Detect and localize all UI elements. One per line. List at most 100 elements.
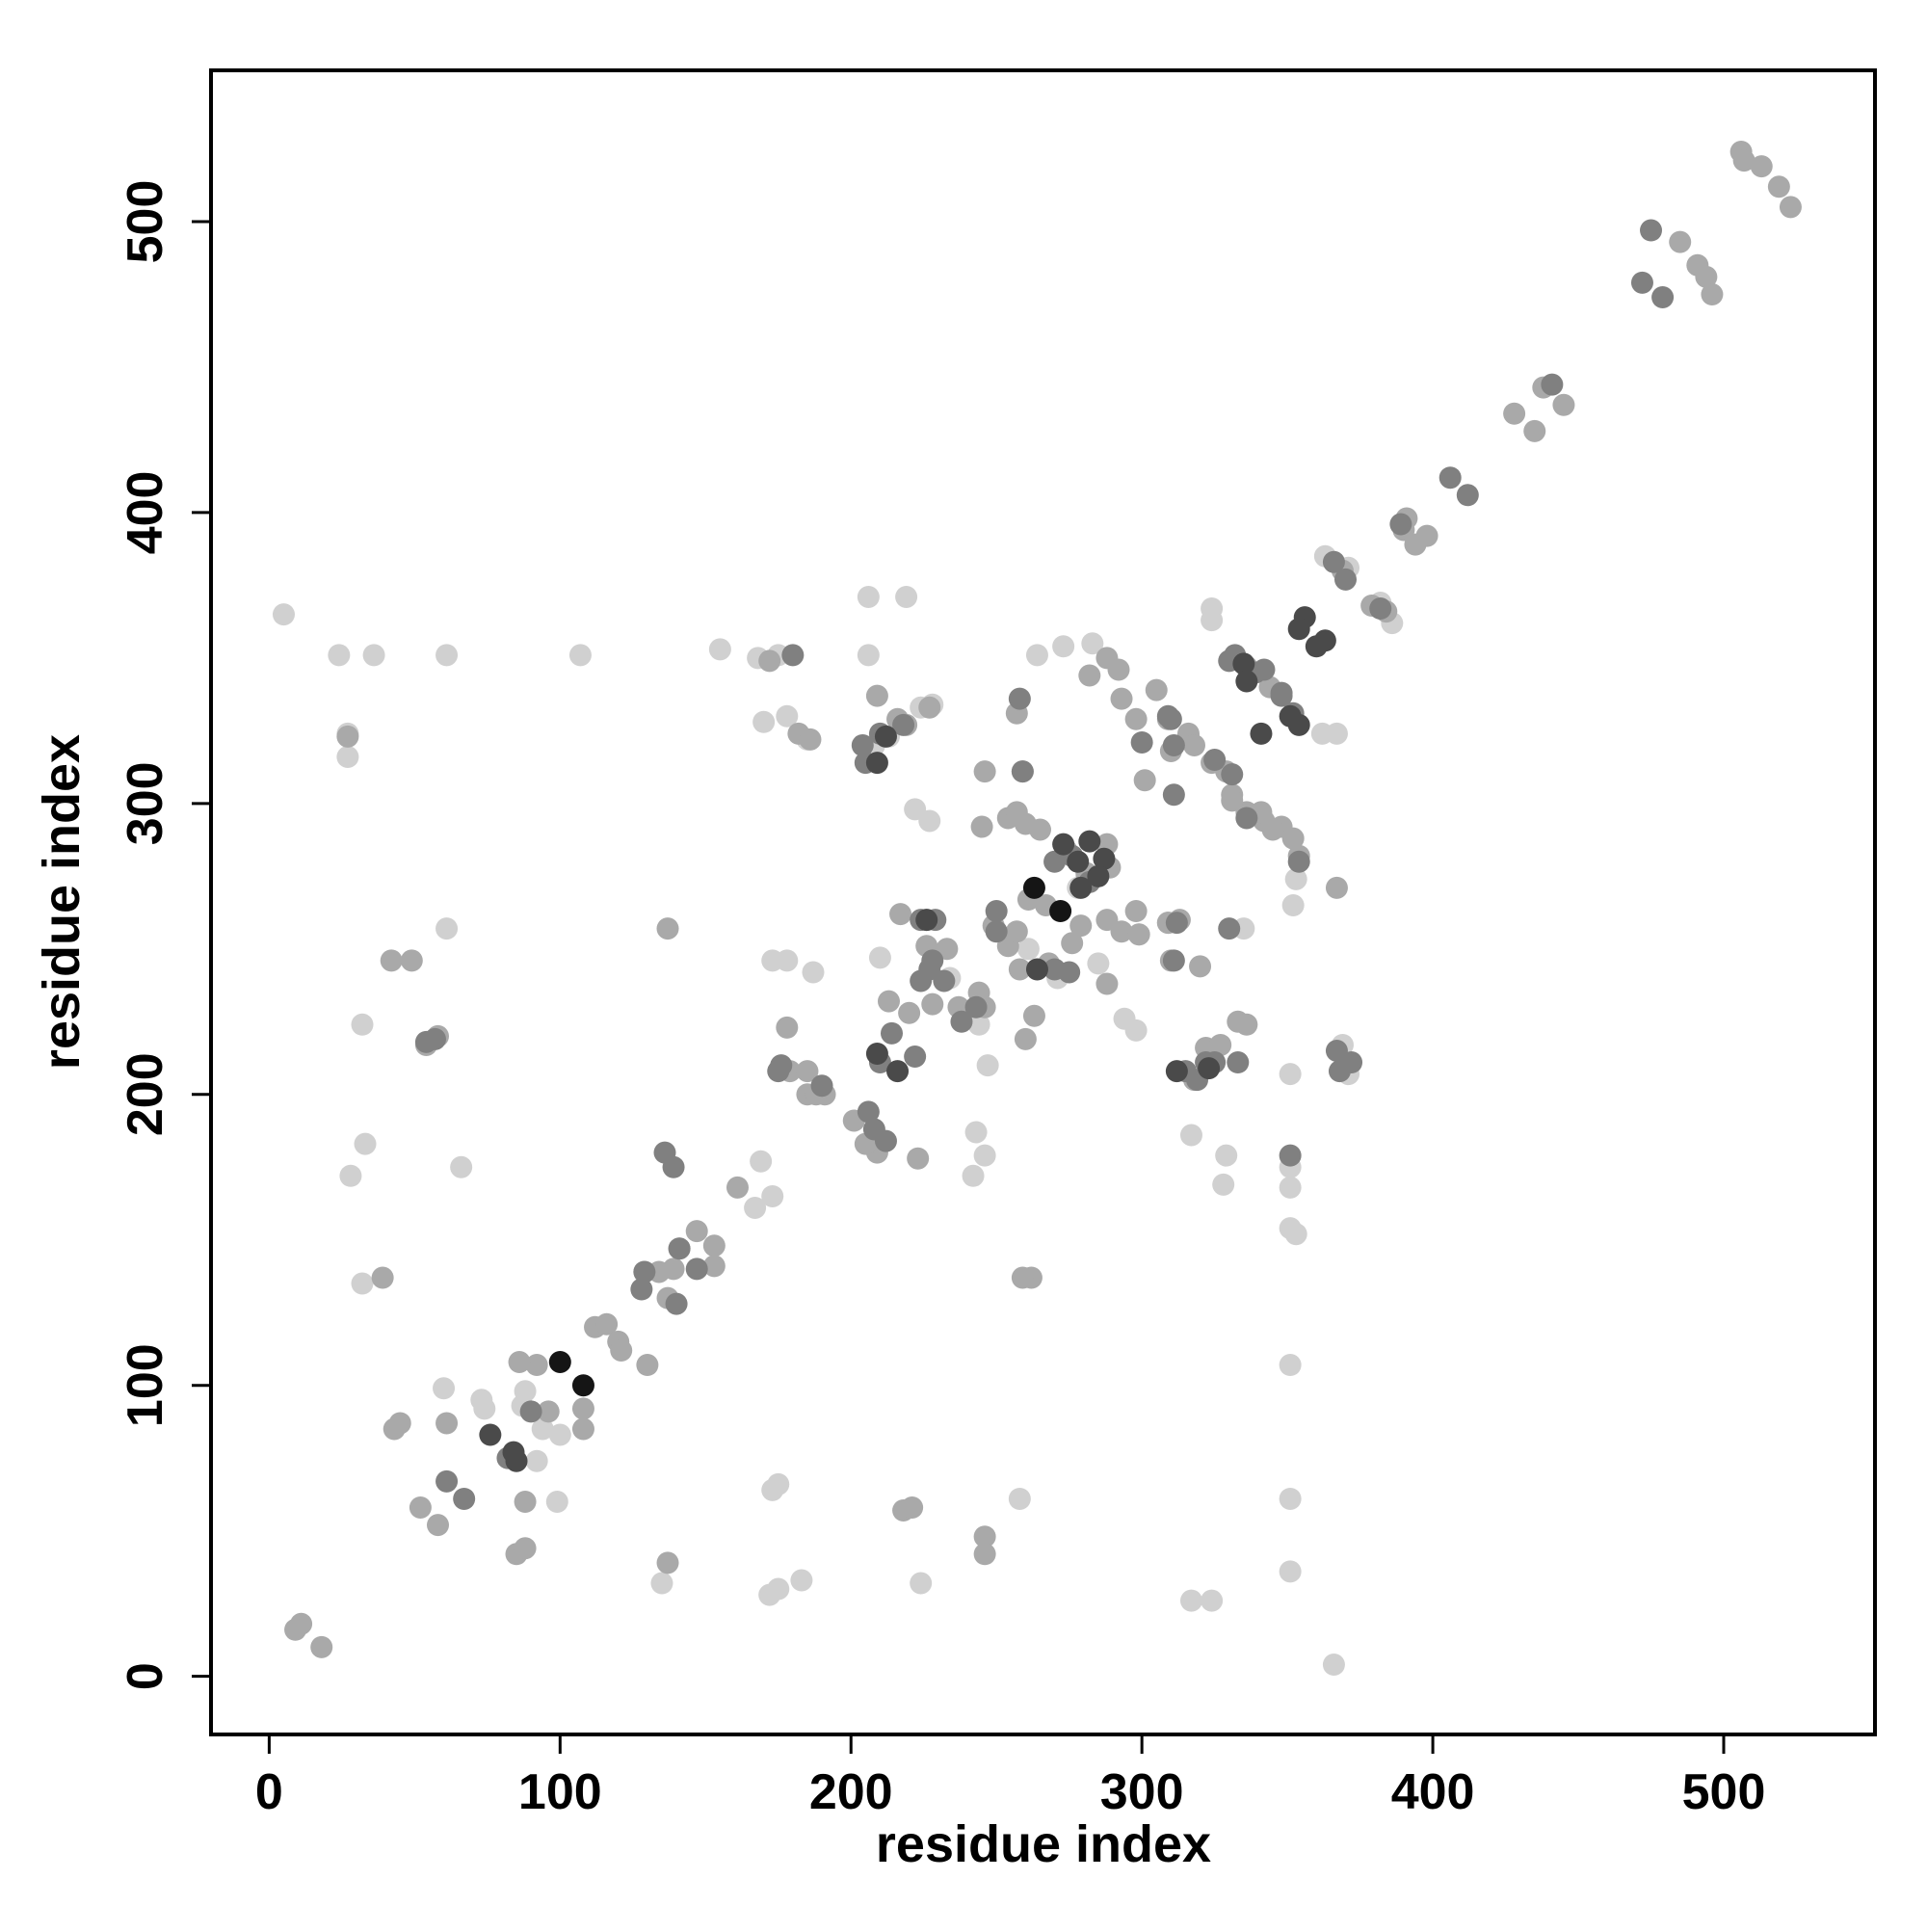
data-point [708,638,731,661]
data-point [505,1449,528,1472]
data-point [354,1132,377,1155]
data-point [1261,818,1284,841]
x-tick-label: 0 [255,1764,283,1820]
data-point [976,1054,999,1077]
data-point [1767,175,1790,198]
data-point [865,1043,888,1065]
data-point [1279,1176,1302,1199]
data-point [1456,484,1479,507]
data-point [531,1417,554,1441]
data-point [767,1060,790,1083]
data-point [1049,900,1072,923]
data-point [1322,1654,1345,1677]
data-point [918,696,941,719]
data-point [1221,763,1244,786]
data-point [656,917,679,940]
data-point [1287,850,1310,873]
data-point [479,1423,502,1446]
data-point [781,644,805,667]
data-point [662,1155,685,1178]
data-point [636,1354,659,1377]
data-point [767,1577,790,1601]
data-point [1133,769,1156,792]
data-point [1078,664,1101,687]
data-point [973,1144,996,1167]
data-point [656,1551,679,1575]
data-point [921,992,944,1016]
data-point [964,995,988,1019]
data-point [985,920,1008,943]
data-point [336,746,359,769]
data-point [400,949,423,972]
data-point [1552,393,1575,416]
data-point [889,903,912,926]
data-point [874,1129,897,1152]
data-point [1279,1560,1302,1583]
data-point [1235,807,1258,830]
y-tick-label: 0 [118,1662,173,1690]
data-point [668,1237,691,1260]
data-point [1022,1004,1045,1027]
data-point [423,1027,446,1050]
data-point [1183,733,1205,756]
data-point [702,1255,726,1278]
data-point [328,644,351,667]
data-point [610,1338,633,1362]
data-point [933,969,956,992]
data-point [857,585,880,608]
data-point [1503,402,1526,425]
data-point [1011,1266,1034,1289]
data-point [1124,1019,1148,1042]
data-point [433,1377,456,1400]
data-point [810,1074,833,1098]
data-point [790,1569,813,1592]
data-point [1640,219,1663,242]
data-point [898,1001,921,1024]
data-point [272,603,295,626]
data-point [514,1537,537,1560]
data-point [970,815,993,838]
y-tick-label: 500 [118,180,173,264]
data-point [1011,760,1034,783]
data-point [650,1572,673,1595]
data-point [545,1490,568,1513]
data-point [1325,722,1348,745]
data-point [1221,789,1244,812]
data-point [1369,597,1392,621]
data-point [1279,1487,1302,1510]
data-point [351,1013,374,1036]
data-point [380,949,403,972]
data-point [1415,524,1439,547]
data-point [1016,938,1040,961]
data-point [453,1487,476,1510]
y-tick-label: 300 [118,761,173,845]
data-point [519,1400,542,1423]
data-point [877,990,900,1013]
data-point [865,684,888,707]
data-point [1005,801,1028,824]
data-point [548,1351,571,1374]
y-tick-label: 200 [118,1052,173,1136]
data-point [1008,687,1031,710]
x-tick-label: 200 [809,1764,893,1820]
x-tick-label: 300 [1100,1764,1184,1820]
data-point [776,949,799,972]
data-point [1067,850,1090,873]
data-point [973,1543,996,1566]
data-point [1022,876,1045,899]
data-point [525,1449,548,1472]
data-point [1156,704,1179,728]
data-point [874,725,897,748]
data-point [537,1400,560,1423]
data-point [1284,1223,1307,1246]
data-point [1325,1039,1348,1062]
data-point [950,1010,973,1033]
x-axis-label: residue index [876,1815,1211,1873]
data-point [1201,609,1224,632]
data-point [1162,949,1185,972]
data-point [1203,749,1227,772]
data-point [571,1397,594,1420]
plot-frame [209,68,1877,1736]
data-point [1215,1144,1238,1167]
